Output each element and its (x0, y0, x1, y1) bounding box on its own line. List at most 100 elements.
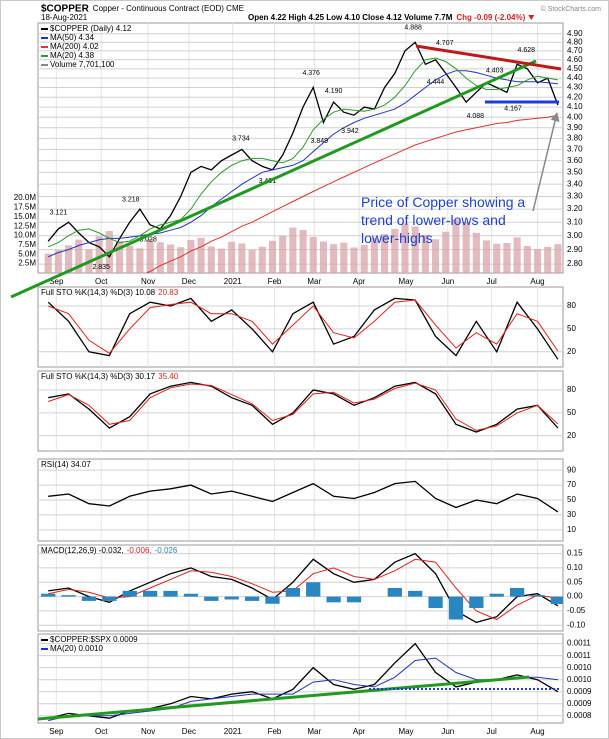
y-tick-label: 3.10 (567, 217, 583, 226)
x-tick-label: May (398, 727, 413, 736)
y-tick-label: 30 (567, 510, 576, 519)
y-tick-label: 4.50 (567, 64, 583, 73)
y-tick-label: 80 (567, 385, 576, 394)
y-tick-label: 3.50 (567, 167, 583, 176)
price-annotation: 3.218 (122, 197, 140, 204)
volume-bar (238, 243, 246, 273)
y-tick-label: 4.30 (567, 83, 583, 92)
panel: Sep Oct Nov Dec 2021 Feb Mar Apr May Jun Jul Aug 0.0… (37, 633, 592, 736)
legend-entry: MACD(12,26,9) -0.032, (41, 546, 124, 555)
data-layer (48, 381, 559, 433)
x-tick-label: Apr (353, 277, 366, 286)
y-tick-label: 0.0009 (567, 687, 592, 696)
histogram-bar (61, 595, 76, 597)
histogram-bar (428, 596, 443, 609)
volume-bar (330, 244, 338, 273)
y-tick-label: 0.0010 (567, 663, 592, 672)
histogram-bar (509, 588, 525, 597)
histogram-bar (306, 582, 321, 597)
x-tick-label: Sep (49, 277, 64, 286)
x-tick-label: Jun (441, 277, 454, 286)
series-line (48, 552, 559, 624)
volume-tick-label: 5.0M (18, 249, 36, 258)
y-tick-label: 3.60 (567, 156, 583, 165)
y-tick-label: 0.0010 (567, 675, 592, 684)
histogram-bar (550, 596, 563, 605)
x-tick-label: Oct (95, 277, 108, 286)
y-tick-label: 3.90 (567, 123, 583, 132)
histogram-bar (489, 593, 504, 597)
price-annotation: 4.167 (504, 105, 522, 112)
x-tick-label: Mar (307, 277, 321, 286)
volume-tick-label: 2.5M (18, 259, 36, 268)
y-tick-label: 50 (567, 408, 576, 417)
panel: Sep Oct Nov Dec 2021 Feb Mar Apr May Jun Jul Aug 2.8… (14, 22, 583, 286)
volume-bar (554, 244, 562, 273)
x-tick-label: 2021 (224, 277, 242, 286)
histogram-bar (102, 596, 117, 601)
volume-bar (268, 240, 277, 273)
volume-bar (493, 243, 501, 273)
volume-bar (54, 250, 62, 273)
data-layer (47, 297, 559, 360)
volume-tick-label: 15.0M (14, 212, 37, 221)
histogram-bar (41, 593, 56, 597)
legend-entry: -0.026 (155, 546, 178, 555)
data-layer (48, 480, 559, 513)
histogram-bar (81, 596, 97, 601)
volume-tick-label: 20.0M (14, 193, 37, 202)
price-annotation: 4.444 (427, 79, 445, 86)
x-tick-label: Mar (307, 727, 321, 736)
ratio-trendline (37, 675, 530, 721)
y-tick-label: -0.05 (567, 606, 586, 615)
volume-bar (126, 245, 134, 273)
legend-entry: MA(200) 4.02 (50, 42, 99, 51)
y-tick-label: 80 (567, 301, 576, 310)
volume-bar (360, 244, 368, 273)
chart-subtitle: Copper - Continuous Contract (EOD) CME (93, 4, 244, 13)
y-tick-label: 50 (567, 324, 576, 333)
x-tick-label: Jul (487, 727, 497, 736)
panel: 10 30 50 70 90 RSI(14) 34.07 (37, 458, 576, 542)
volume-bar (381, 234, 389, 273)
change: Chg -0.09 (-2.04%) (456, 13, 525, 22)
y-tick-label: 20 (567, 431, 576, 440)
histogram-bar (143, 590, 158, 597)
series-line (48, 657, 558, 722)
x-tick-label: Jul (487, 277, 497, 286)
x-tick-label: Sep (49, 727, 64, 736)
series-line (47, 41, 559, 258)
histogram-bar (408, 590, 423, 597)
x-tick-label: Dec (182, 277, 196, 286)
price-annotation: 3.028 (139, 237, 157, 244)
volume-bar (340, 242, 348, 273)
source: © StockCharts.com (541, 5, 602, 13)
y-tick-label: -0.10 (567, 620, 586, 629)
panel-frame (37, 633, 564, 724)
legend-entry: MA(20) 0.0010 (50, 644, 103, 653)
volume-bar (197, 237, 205, 273)
volume-bar (462, 222, 470, 273)
volume-bar (279, 235, 287, 273)
y-tick-label: 3.20 (567, 204, 583, 213)
data-layer (41, 552, 563, 624)
y-tick-label: 4.20 (567, 92, 583, 101)
volume-bar (75, 239, 83, 273)
price-annotation: 3.121 (50, 209, 68, 216)
histogram-bar (163, 590, 178, 597)
y-tick-label: 4.80 (567, 37, 583, 46)
panel: 20 50 80 Full STO %K(14,3) %D(3) 10.08 20.83 (37, 286, 576, 368)
y-tick-label: 0.0011 (567, 651, 591, 660)
y-tick-label: 3.30 (567, 192, 583, 201)
panel-frame (37, 544, 564, 632)
volume-tick-label: 12.5M (14, 221, 37, 230)
histogram-bar (387, 588, 402, 597)
volume-bar (228, 241, 236, 273)
volume-bar (115, 241, 124, 273)
volume-bar (166, 244, 175, 273)
volume-bar (289, 227, 297, 273)
price-annotation: 3.734 (232, 135, 250, 142)
chart-title: $COPPER (41, 4, 90, 15)
y-tick-label: 0.0009 (567, 699, 592, 708)
